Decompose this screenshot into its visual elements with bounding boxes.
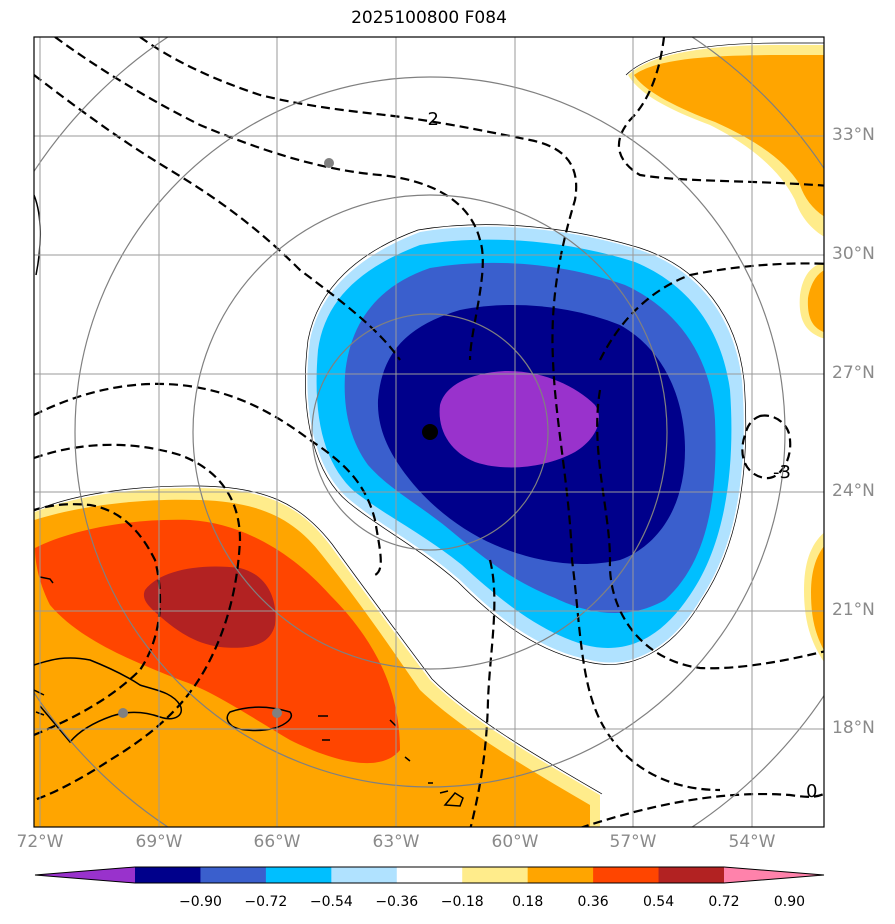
colorbar-tick-label: −0.36 <box>375 894 419 910</box>
longitude-label: 72°W <box>16 832 64 852</box>
map-title: 2025100800 F084 <box>351 8 507 28</box>
station-marker <box>324 158 334 168</box>
latitude-label: 21°N <box>832 600 875 620</box>
latitude-label: 27°N <box>832 363 875 383</box>
colorbar-extend-high <box>724 867 824 883</box>
contour-label: 0 <box>806 781 817 802</box>
contour-label: -2 <box>421 109 439 130</box>
colorbar-cell <box>527 867 594 883</box>
latitude-label: 24°N <box>832 481 875 501</box>
colorbar-tick-label: 0.90 <box>773 894 806 910</box>
colorbar-cell <box>462 867 529 883</box>
distance-rings <box>34 37 824 827</box>
colorbar-cell <box>200 867 267 883</box>
colorbar-extend-low <box>35 867 135 883</box>
colorbar <box>34 866 825 884</box>
colorbar-tick-label: 0.36 <box>577 894 609 910</box>
colorbar-tick-label: 0.18 <box>512 894 544 910</box>
colorbar-cell <box>265 867 332 883</box>
longitude-label: 63°W <box>372 832 420 852</box>
colorbar-cell <box>658 867 725 883</box>
contour-label: -3 <box>773 462 791 483</box>
longitude-label: 66°W <box>253 832 301 852</box>
colorbar-tick-label: 0.54 <box>642 894 675 910</box>
positive-anomaly-east-edge <box>799 262 824 662</box>
storm-center-marker <box>422 424 438 440</box>
positive-anomaly-southwest <box>34 485 603 827</box>
gridlines <box>34 37 824 827</box>
colorbar-tick-label: −0.18 <box>440 894 484 910</box>
map-frame <box>33 36 825 828</box>
dashed-contours <box>34 37 824 827</box>
colorbar-cell <box>331 867 398 883</box>
longitude-label: 54°W <box>728 832 776 852</box>
colorbar-tick-label: −0.90 <box>178 894 222 910</box>
station-marker <box>272 708 282 718</box>
station-marker <box>118 708 128 718</box>
colorbar-tick-label: −0.72 <box>244 894 288 910</box>
longitude-label: 69°W <box>135 832 183 852</box>
colorbar-cell <box>396 867 463 883</box>
longitude-label: 60°W <box>491 832 539 852</box>
latitude-label: 18°N <box>832 718 875 738</box>
negative-anomaly-center <box>305 224 747 665</box>
colorbar-tick-label: 0.72 <box>708 894 740 910</box>
map-panel: -2 -3 0 <box>33 36 825 828</box>
longitude-label: 57°W <box>609 832 657 852</box>
colorbar-cell <box>135 867 201 883</box>
latitude-label: 33°N <box>832 125 875 145</box>
colorbar-tick-label: −0.54 <box>309 894 353 910</box>
latitude-label: 30°N <box>832 244 875 264</box>
colorbar-cell <box>593 867 660 883</box>
positive-anomaly-northeast <box>625 42 824 237</box>
